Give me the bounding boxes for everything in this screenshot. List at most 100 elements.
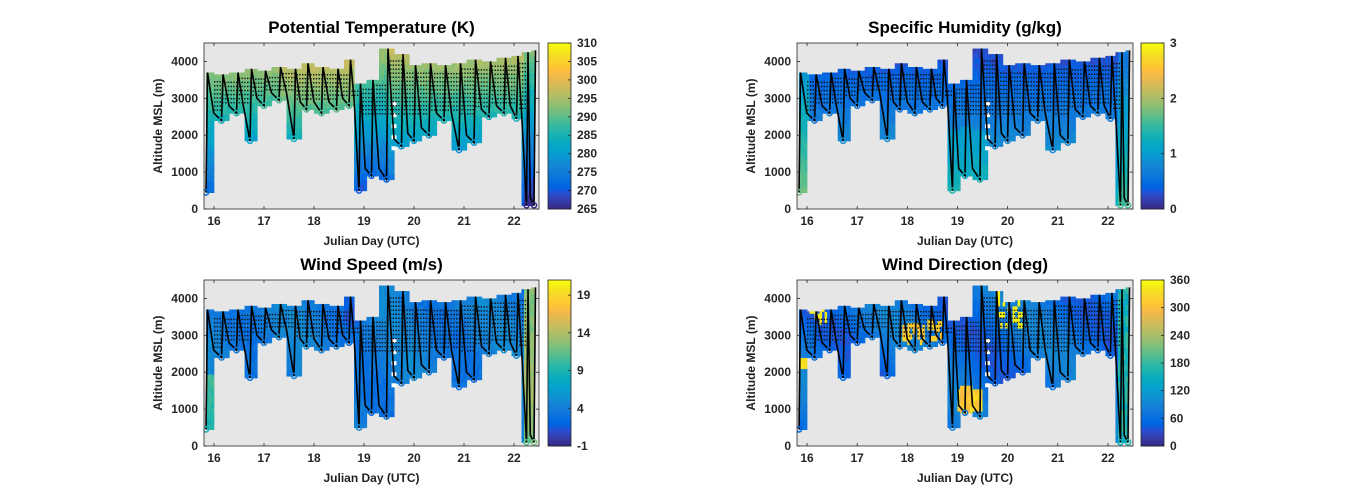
heatmap-cell: [354, 140, 358, 147]
heatmap-cell: [239, 311, 243, 318]
heatmap-cell: [451, 100, 455, 107]
heatmap-cell: [987, 118, 991, 125]
heatmap-cell: [919, 68, 923, 75]
heatmap-cell: [449, 346, 453, 353]
heatmap-cell: [344, 66, 348, 74]
heatmap-cell: [882, 105, 886, 112]
heatmap-cell: [1047, 78, 1051, 85]
heatmap-cell: [396, 291, 400, 296]
heatmap-cell: [486, 78, 490, 85]
heatmap-cell: [949, 140, 954, 147]
heatmap-cell: [1105, 55, 1109, 59]
heatmap-cell: [208, 379, 212, 386]
colorbar-swatch: [1141, 100, 1164, 104]
heatmap-cell: [451, 303, 455, 311]
heatmap-cell: [1075, 105, 1079, 112]
heatmap-cell: [326, 344, 330, 351]
heatmap-cell: [1010, 107, 1014, 114]
heatmap-cell: [1125, 100, 1129, 107]
heatmap-cell: [389, 124, 393, 131]
heatmap-cell: [291, 353, 295, 360]
heatmap-cell: [947, 107, 951, 114]
heatmap-cell: [379, 327, 383, 335]
heatmap-cell: [464, 375, 468, 383]
heatmap-cell: [827, 90, 831, 98]
heatmap-cell: [299, 127, 303, 134]
heatmap-cell: [404, 68, 408, 75]
heatmap-cell: [464, 105, 468, 112]
heatmap-cell: [1010, 118, 1014, 125]
heatmap-cell: [889, 116, 893, 123]
heatmap-cell: [799, 137, 803, 144]
heatmap-cell: [809, 74, 813, 77]
heatmap-cell: [1087, 78, 1091, 85]
heatmap-cell: [354, 146, 358, 153]
x-tick-label: 20: [407, 214, 421, 228]
heatmap-cell: [904, 81, 908, 88]
heatmap-cell: [937, 66, 941, 74]
heatmap-cell: [250, 107, 253, 114]
heatmap-cell: [391, 48, 395, 53]
heatmap-cell: [1115, 66, 1119, 74]
colorbar-swatch: [1141, 79, 1164, 83]
heatmap-cell: [409, 372, 413, 379]
heatmap-cell: [990, 74, 994, 81]
heatmap-cell: [424, 90, 428, 98]
heatmap-cell: [419, 333, 423, 340]
heatmap-cell: [889, 122, 893, 129]
heatmap-cell: [411, 322, 415, 329]
heatmap-cell: [962, 131, 966, 138]
colorbar-swatch: [1141, 97, 1164, 101]
heatmap-cell: [309, 329, 313, 336]
heatmap-cell: [799, 148, 803, 155]
heatmap-cell: [1022, 102, 1026, 109]
heatmap-cell: [959, 109, 964, 116]
heatmap-cell: [957, 179, 961, 186]
heatmap-cell: [329, 70, 333, 77]
heatmap-cell: [381, 399, 385, 407]
heatmap-cell: [311, 65, 315, 72]
heatmap-cell: [369, 335, 373, 342]
heatmap-cell: [394, 85, 398, 92]
heatmap-cell: [531, 116, 535, 123]
heatmap-cell: [339, 70, 343, 77]
heatmap-cell: [1075, 61, 1079, 68]
heatmap-cell: [884, 94, 888, 101]
heatmap-cell: [456, 94, 460, 101]
heatmap-cell: [954, 151, 959, 158]
heatmap-cell: [286, 89, 290, 96]
heatmap-cell: [1022, 124, 1026, 131]
heatmap-cell: [391, 405, 395, 412]
heatmap-cell: [1012, 124, 1016, 131]
heatmap-cell: [845, 113, 849, 120]
heatmap-cell: [907, 85, 911, 92]
heatmap-cell: [218, 92, 223, 99]
heatmap-cell: [446, 109, 450, 116]
heatmap-cell: [1025, 124, 1029, 131]
heatmap-cell: [379, 85, 383, 92]
heatmap-cell: [376, 120, 380, 127]
heatmap-cell: [972, 173, 976, 181]
heatmap-cell: [384, 405, 388, 412]
heatmap-cell: [252, 107, 256, 114]
heatmap-cell: [514, 79, 518, 87]
heatmap-cell: [286, 68, 290, 74]
heatmap-cell: [975, 68, 979, 75]
heatmap-cell: [484, 100, 488, 107]
heatmap-cell: [359, 394, 363, 401]
heatmap-cell: [229, 96, 233, 103]
heatmap-cell: [379, 285, 383, 290]
heatmap-cell: [1050, 66, 1054, 74]
heatmap-cell: [406, 311, 410, 318]
missing-data-mark: [985, 102, 991, 107]
heatmap-cell: [965, 164, 969, 171]
heatmap-cell: [471, 109, 475, 116]
heatmap-cell: [354, 322, 358, 329]
heatmap-cell: [389, 366, 393, 373]
heatmap-cell: [354, 96, 358, 103]
heatmap-cell: [213, 76, 217, 83]
heatmap-cell: [1117, 94, 1122, 101]
heatmap-cell: [406, 135, 410, 142]
heatmap-cell: [464, 66, 468, 74]
